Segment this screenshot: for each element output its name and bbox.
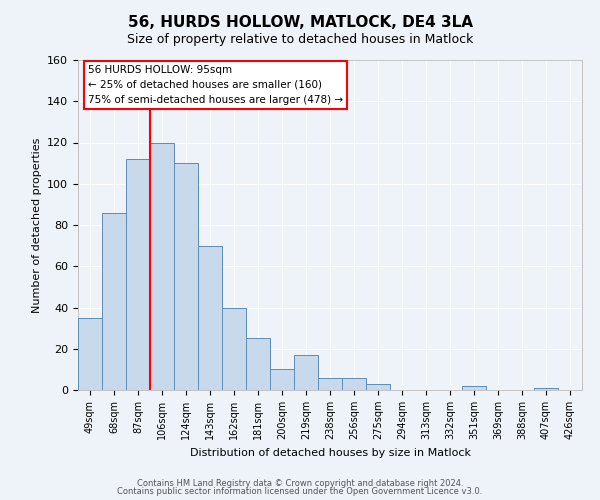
Bar (366, 384, 390, 390)
X-axis label: Distribution of detached houses by size in Matlock: Distribution of detached houses by size … (190, 448, 470, 458)
Text: 56, HURDS HOLLOW, MATLOCK, DE4 3LA: 56, HURDS HOLLOW, MATLOCK, DE4 3LA (128, 15, 473, 30)
Bar (462, 386, 486, 390)
Bar (318, 378, 342, 390)
Text: Contains public sector information licensed under the Open Government Licence v3: Contains public sector information licen… (118, 487, 482, 496)
Bar (222, 308, 246, 390)
Text: 56 HURDS HOLLOW: 95sqm
← 25% of detached houses are smaller (160)
75% of semi-de: 56 HURDS HOLLOW: 95sqm ← 25% of detached… (88, 65, 343, 104)
Bar (150, 142, 174, 390)
Bar (270, 370, 294, 390)
Bar (102, 212, 126, 390)
Bar (198, 246, 222, 390)
Bar (534, 388, 558, 390)
Text: Size of property relative to detached houses in Matlock: Size of property relative to detached ho… (127, 32, 473, 46)
Bar (78, 318, 102, 390)
Bar (246, 338, 270, 390)
Bar (342, 378, 366, 390)
Bar (126, 159, 150, 390)
Bar (294, 355, 318, 390)
Text: Contains HM Land Registry data © Crown copyright and database right 2024.: Contains HM Land Registry data © Crown c… (137, 478, 463, 488)
Y-axis label: Number of detached properties: Number of detached properties (32, 138, 41, 312)
Bar (174, 163, 198, 390)
